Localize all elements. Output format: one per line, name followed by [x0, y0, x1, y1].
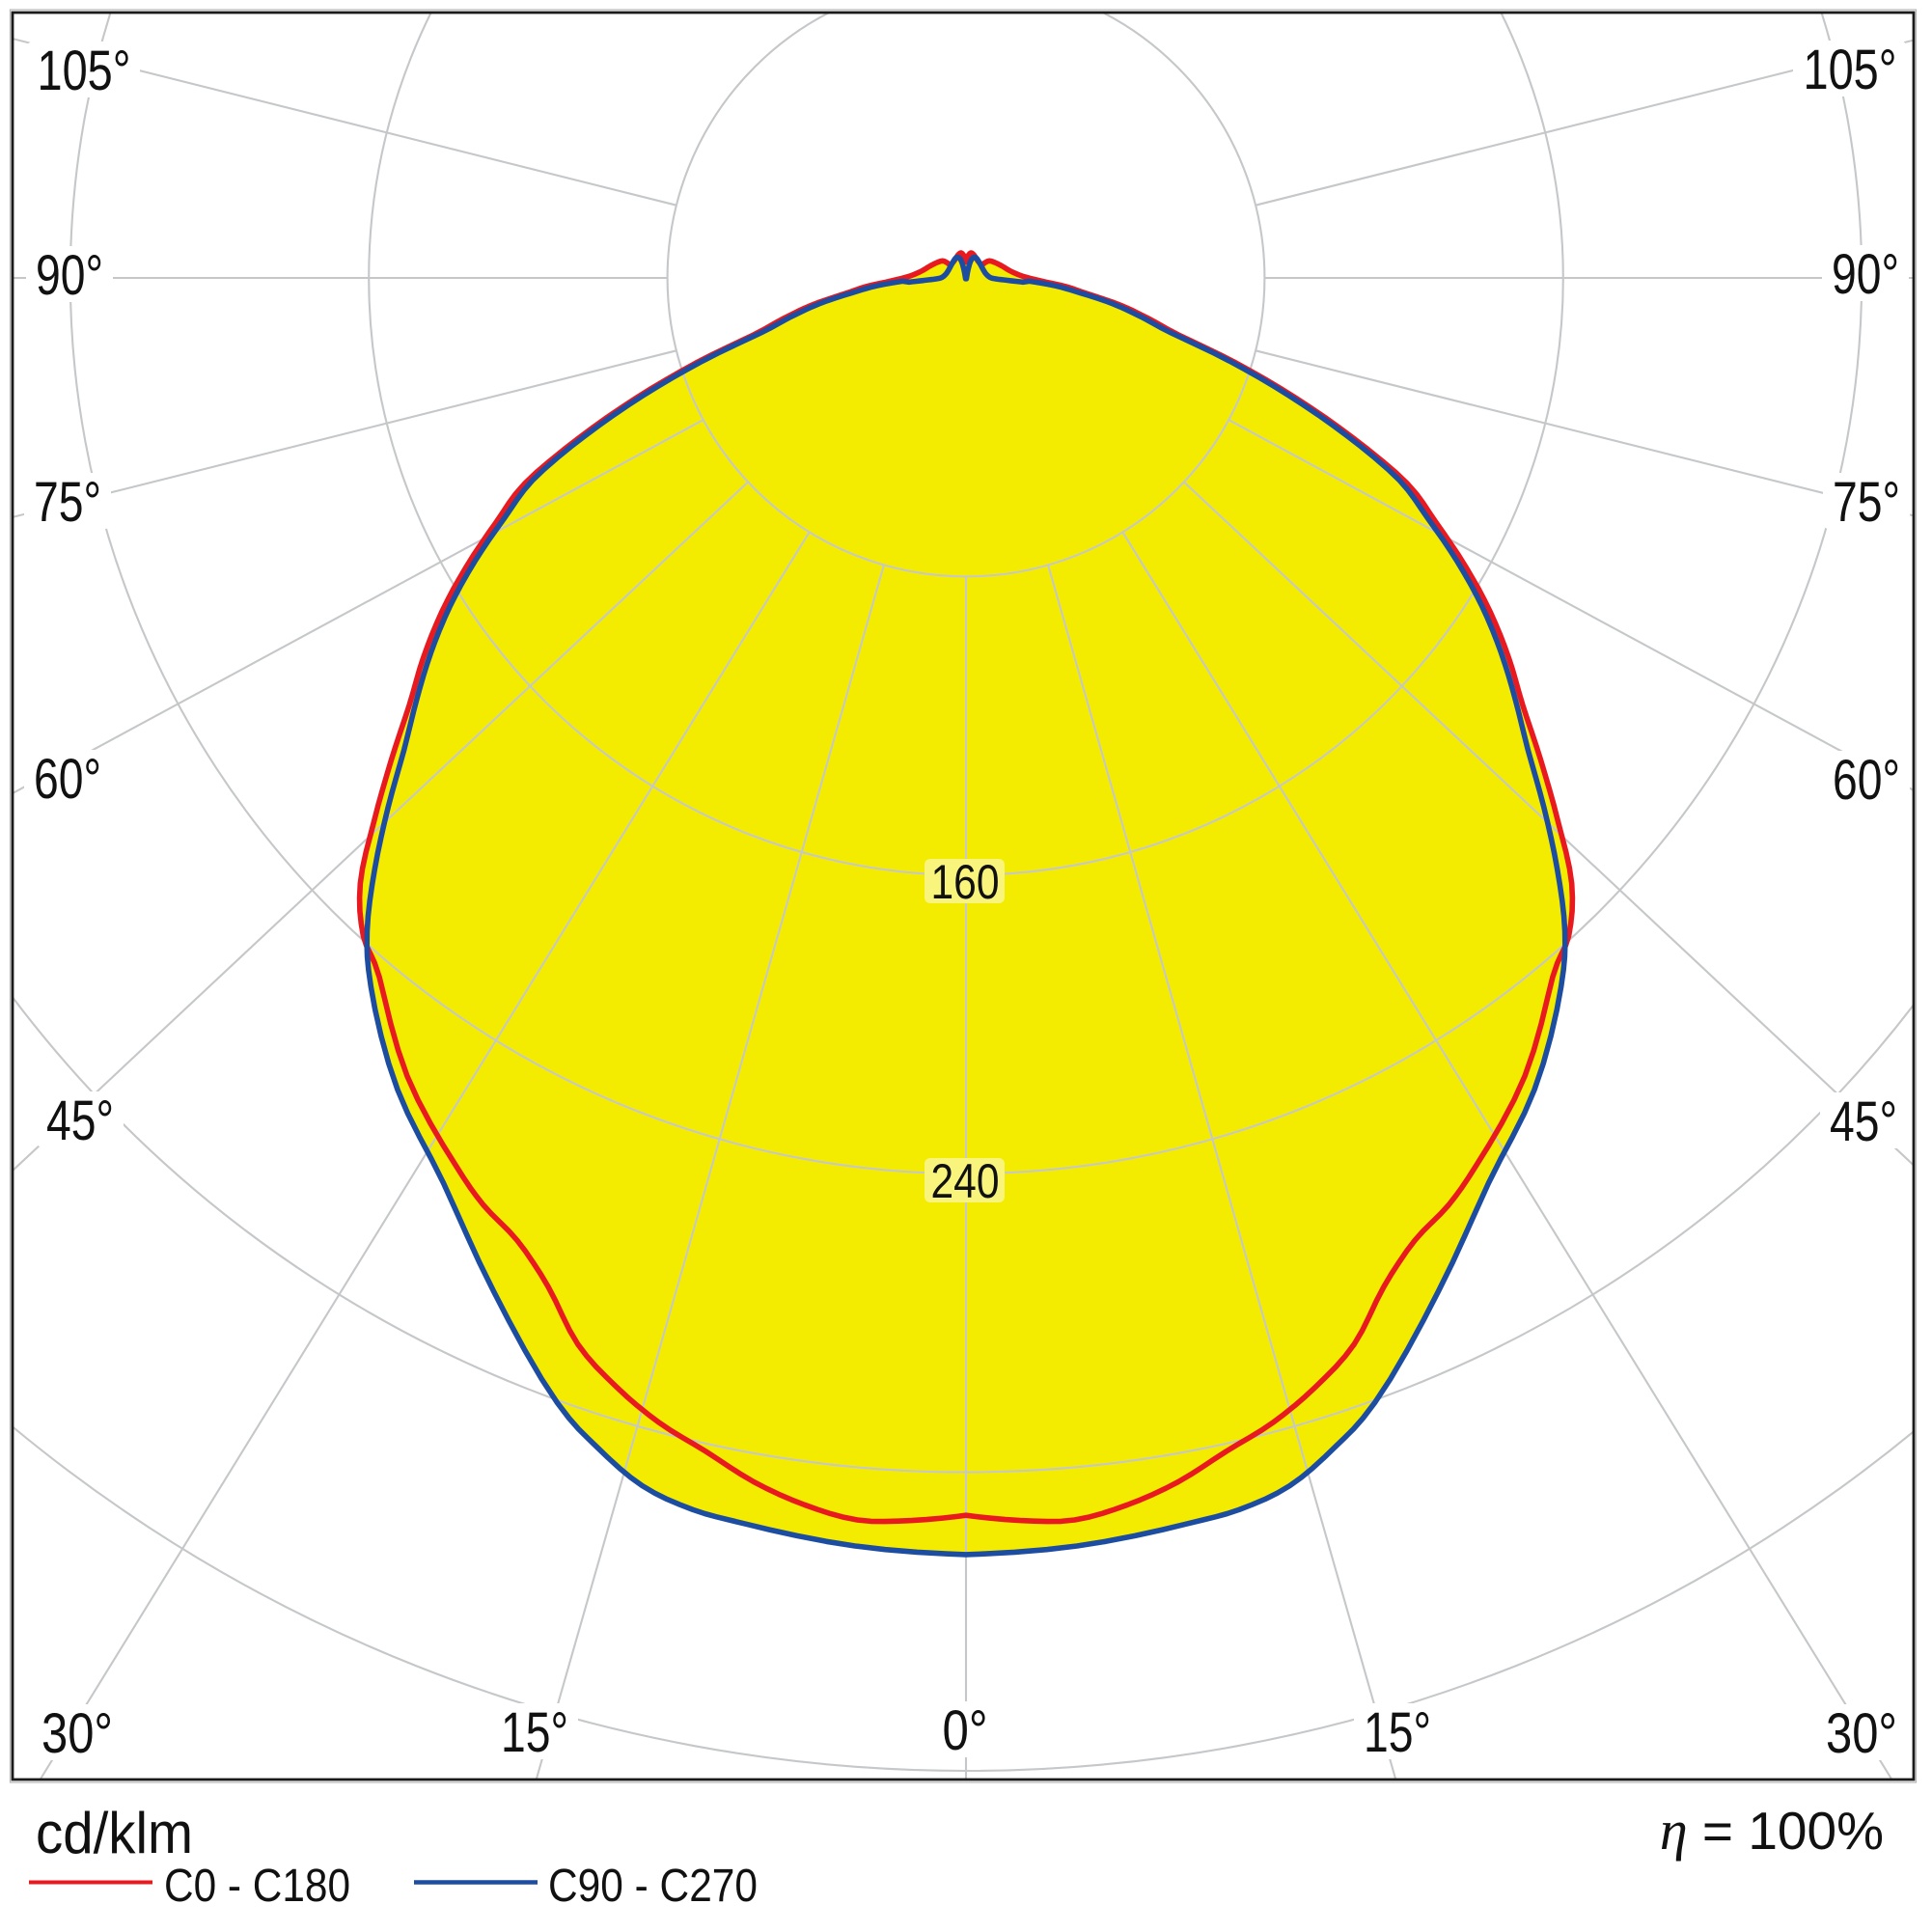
svg-text:90°: 90°	[36, 244, 103, 307]
svg-text:C90 - C270: C90 - C270	[548, 1861, 758, 1912]
svg-text:η = 100%: η = 100%	[1660, 1799, 1884, 1862]
svg-text:45°: 45°	[1830, 1090, 1897, 1153]
svg-text:75°: 75°	[1833, 471, 1900, 534]
svg-text:160: 160	[931, 855, 1000, 909]
svg-text:60°: 60°	[34, 748, 101, 811]
svg-text:C0 - C180: C0 - C180	[164, 1861, 350, 1912]
svg-text:0°: 0°	[943, 1699, 988, 1762]
svg-text:15°: 15°	[501, 1701, 568, 1764]
svg-text:105°: 105°	[1804, 39, 1897, 101]
svg-text:105°: 105°	[38, 40, 131, 102]
svg-text:60°: 60°	[1833, 749, 1900, 812]
svg-text:30°: 30°	[1826, 1702, 1897, 1765]
svg-text:15°: 15°	[1364, 1701, 1431, 1764]
svg-text:90°: 90°	[1832, 243, 1899, 306]
svg-text:75°: 75°	[34, 471, 101, 534]
svg-text:240: 240	[931, 1154, 1000, 1208]
svg-text:45°: 45°	[46, 1090, 114, 1152]
svg-text:30°: 30°	[41, 1702, 113, 1765]
svg-text:cd/klm: cd/klm	[36, 1801, 193, 1865]
